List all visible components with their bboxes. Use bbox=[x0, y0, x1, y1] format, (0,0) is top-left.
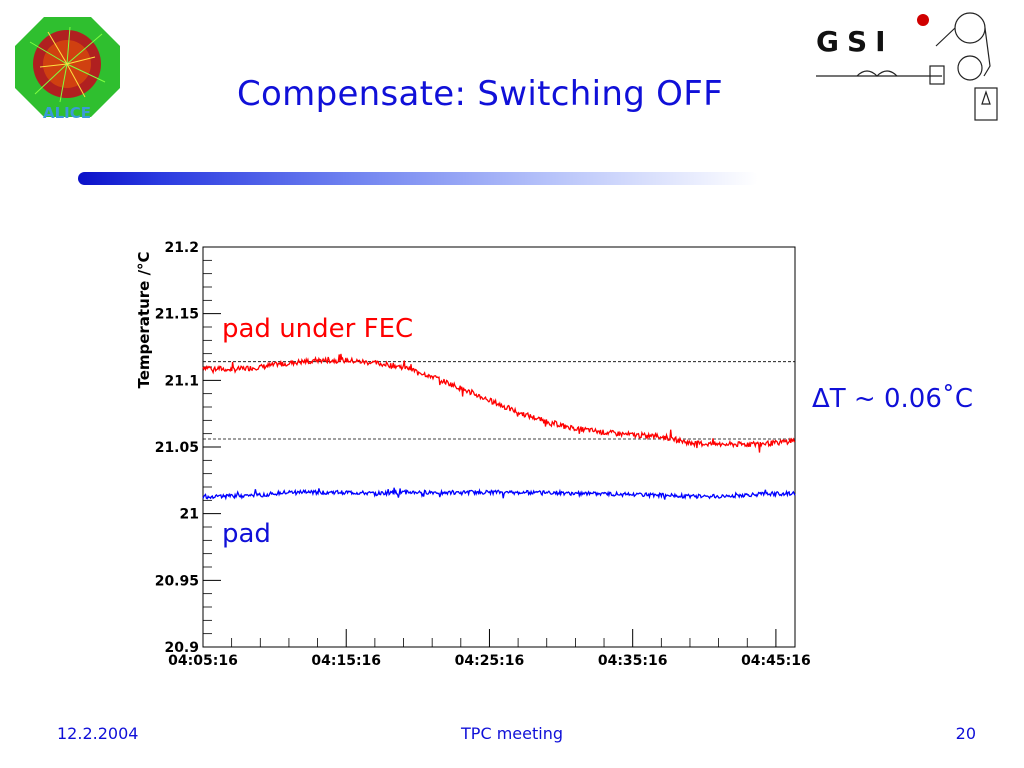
annotation-pad-under-fec: pad under FEC bbox=[222, 314, 413, 344]
title-underline-bar bbox=[78, 172, 758, 185]
y-tick-label: 21.1 bbox=[164, 373, 199, 389]
x-tick-label: 04:35:16 bbox=[598, 653, 668, 669]
x-tick-label: 04:15:16 bbox=[311, 653, 381, 669]
footer-date: 12.2.2004 bbox=[57, 724, 139, 743]
alice-logo: ALICE bbox=[15, 17, 120, 122]
y-tick-label: 21.05 bbox=[155, 440, 199, 456]
footer-meeting: TPC meeting bbox=[461, 724, 563, 743]
series-line-pad-under-fec bbox=[202, 353, 796, 453]
y-axis-label: Temperature /°C bbox=[135, 251, 153, 388]
gsi-logo: GSI bbox=[816, 12, 998, 121]
y-tick-label: 21.2 bbox=[164, 240, 199, 256]
y-tick-label: 20.9 bbox=[164, 640, 199, 656]
x-tick-label: 04:05:16 bbox=[168, 653, 238, 669]
annotation-pad: pad bbox=[222, 519, 271, 549]
x-tick-label: 04:45:16 bbox=[741, 653, 811, 669]
alice-logo-text: ALICE bbox=[43, 104, 91, 122]
footer-page-number: 20 bbox=[955, 724, 976, 743]
slide-title: Compensate: Switching OFF bbox=[237, 74, 723, 114]
x-tick-label: 04:25:16 bbox=[455, 653, 525, 669]
y-tick-label: 21.15 bbox=[155, 307, 199, 323]
plot-frame bbox=[202, 246, 796, 648]
series-line-pad bbox=[202, 487, 796, 501]
gsi-logo-text: GSI bbox=[816, 25, 894, 58]
temperature-chart: 04:05:16 04:15:16 04:25:16 04:35:16 04:45:16… bbox=[135, 240, 811, 669]
y-tick-label: 21 bbox=[180, 507, 199, 523]
y-tick-label: 20.95 bbox=[155, 573, 199, 589]
delta-t-label: ΔT ~ 0.06˚C bbox=[812, 384, 974, 414]
